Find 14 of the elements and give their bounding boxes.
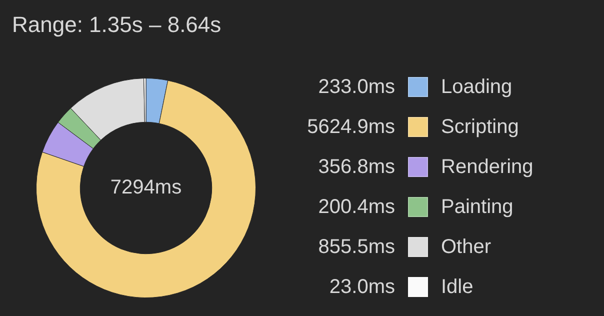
data-label: 233.0ms (317, 76, 395, 98)
text: 7294ms (110, 176, 182, 199)
legend-label: Idle (441, 276, 474, 298)
data-label: 23.0ms (328, 276, 395, 298)
legend-label: Scripting (441, 116, 519, 138)
data-label: 200.4ms (317, 196, 395, 218)
legend-label: Other (441, 236, 492, 258)
legend-label: Rendering (441, 156, 534, 178)
chart-title: Range: 1.35s – 8.64s (12, 12, 222, 38)
data-label: 855.5ms (317, 236, 395, 258)
legend-label: Loading (441, 76, 512, 98)
legend-label: Painting (441, 196, 514, 218)
data-label: 356.8ms (317, 156, 395, 178)
data-label: 5624.9ms (306, 116, 395, 138)
